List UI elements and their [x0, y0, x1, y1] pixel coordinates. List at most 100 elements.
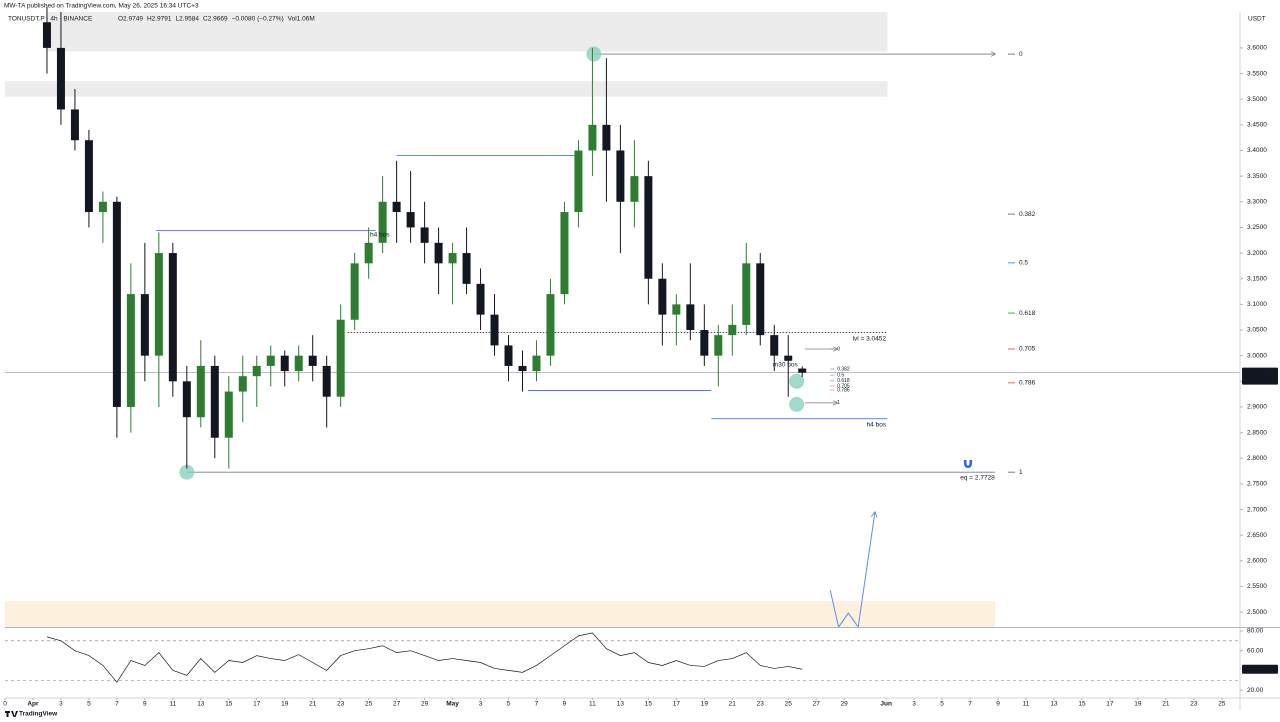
- y-tick-label: 2.5500: [1247, 583, 1267, 590]
- candle-body: [392, 201, 401, 213]
- x-tick-label: 17: [1106, 701, 1114, 708]
- pivot-marker: [179, 464, 195, 480]
- candle-body: [336, 319, 345, 397]
- annotation: m30 bos: [773, 362, 799, 369]
- y-tick-label: 3.3000: [1247, 199, 1267, 206]
- fib-label: 0.786: [1019, 380, 1036, 387]
- x-tick-label: 3: [912, 701, 916, 708]
- x-tick-label: 9: [563, 701, 567, 708]
- candle-body: [784, 355, 793, 361]
- quote-value: O2.9749: [118, 16, 143, 23]
- x-tick-label: 15: [225, 701, 233, 708]
- y-tick-label: 2.8000: [1247, 455, 1267, 462]
- x-tick-label: 7: [535, 701, 539, 708]
- candle-body: [770, 335, 779, 356]
- candle-body: [266, 355, 275, 366]
- candle-body: [434, 242, 443, 264]
- x-tick-label: 23: [757, 701, 765, 708]
- rsi-tick-label: 80.00: [1247, 628, 1264, 635]
- candle-body: [42, 22, 51, 48]
- rsi-line: [46, 632, 803, 683]
- annotation: h4 bos: [867, 422, 887, 429]
- y-tick-label: 3.1500: [1247, 275, 1267, 282]
- x-tick-label: 27: [813, 701, 821, 708]
- x-tick-label: 21: [1162, 701, 1170, 708]
- candle-body: [168, 253, 177, 382]
- candle-body: [98, 201, 107, 213]
- annotation: eq = 2.7728: [960, 474, 995, 481]
- x-tick-label: 23: [337, 701, 345, 708]
- x-tick-label: 29: [841, 701, 849, 708]
- countdown: 02:25:35: [1246, 377, 1270, 383]
- y-tick-label: 2.6500: [1247, 532, 1267, 539]
- fib-label: 0: [1019, 51, 1023, 58]
- x-tick-label: 23: [1190, 701, 1198, 708]
- candle-body: [126, 294, 135, 407]
- x-tick-label: 19: [1134, 701, 1142, 708]
- candle-body: [630, 176, 639, 202]
- x-tick-label: 17: [673, 701, 681, 708]
- y-tick-label: 3.1000: [1247, 301, 1267, 308]
- candle-body: [714, 335, 723, 356]
- currency: USDT: [1248, 16, 1266, 23]
- candle-body: [280, 355, 289, 372]
- rsi-tick-label: 60.00: [1247, 647, 1264, 654]
- candle-body: [518, 365, 527, 372]
- y-tick-label: 3.5000: [1247, 96, 1267, 103]
- candle-body: [504, 345, 513, 366]
- fib-label: 0.618: [1019, 310, 1036, 317]
- candle-body: [196, 365, 205, 418]
- x-tick-label: 13: [1050, 701, 1058, 708]
- projection-path: [829, 512, 875, 629]
- x-tick-label: May: [446, 701, 459, 708]
- y-tick-label: 2.6000: [1247, 558, 1267, 565]
- y-tick-label: 3.0000: [1247, 352, 1267, 359]
- x-tick-label: 19: [281, 701, 289, 708]
- candle-body: [560, 212, 569, 295]
- y-tick-label: 2.9000: [1247, 404, 1267, 411]
- candle-body: [546, 294, 555, 356]
- y-tick-label: 3.4000: [1247, 147, 1267, 154]
- plot-layer: h4 bos lvl = 3.0452 h4 bos eq = 2.7728 m30 b…: [5, 6, 1240, 683]
- candle-body: [406, 212, 415, 228]
- y-tick-label: 2.8500: [1247, 429, 1267, 436]
- candle-body: [56, 47, 65, 110]
- candle-body: [378, 201, 387, 243]
- quote-value: −0.0080 (−0.27%): [232, 16, 284, 23]
- candle-body: [308, 355, 317, 366]
- candle-body: [728, 324, 737, 336]
- y-tick-label: 2.5000: [1247, 609, 1267, 616]
- y-tick-label: 3.0500: [1247, 327, 1267, 334]
- candle-body: [574, 150, 583, 213]
- candle-body: [210, 365, 219, 438]
- x-tick-label: 15: [645, 701, 653, 708]
- candle-body: [588, 124, 597, 151]
- x-tick-label: 13: [197, 701, 205, 708]
- x-tick-label: 0: [3, 701, 7, 708]
- quote-value: C2.9669: [203, 16, 228, 23]
- x-tick-label: Apr: [27, 701, 39, 708]
- y-tick-label: 3.2000: [1247, 250, 1267, 257]
- x-tick-label: 5: [940, 701, 944, 708]
- quote-value: H2.9791: [147, 16, 172, 23]
- rsi-tick-label: 20.00: [1247, 687, 1264, 694]
- fib-label: 0.382: [1019, 211, 1036, 218]
- y-tick-label: 3.3500: [1247, 173, 1267, 180]
- mini-fib-label: 0.705: [837, 383, 850, 389]
- last-price-tag: [1242, 367, 1278, 385]
- x-tick-label: 27: [393, 701, 401, 708]
- mini-fib-label: 0: [837, 346, 840, 352]
- quote-value: Vol1.06M: [288, 16, 315, 23]
- candle-body: [700, 330, 709, 356]
- candle-body: [476, 283, 485, 315]
- symbol: TONUSDT.P · 4h · BINANCE: [8, 16, 93, 23]
- x-tick-label: 29: [421, 701, 429, 708]
- candle-body: [742, 263, 751, 325]
- zone: [5, 600, 996, 627]
- x-tick-label: 11: [1023, 701, 1030, 708]
- rsi-last-value: 41.17: [1246, 666, 1263, 673]
- x-tick-label: 5: [507, 701, 511, 708]
- x-tick-label: 9: [143, 701, 147, 708]
- publisher: MW-TA published on TradingView.com, May …: [4, 3, 199, 10]
